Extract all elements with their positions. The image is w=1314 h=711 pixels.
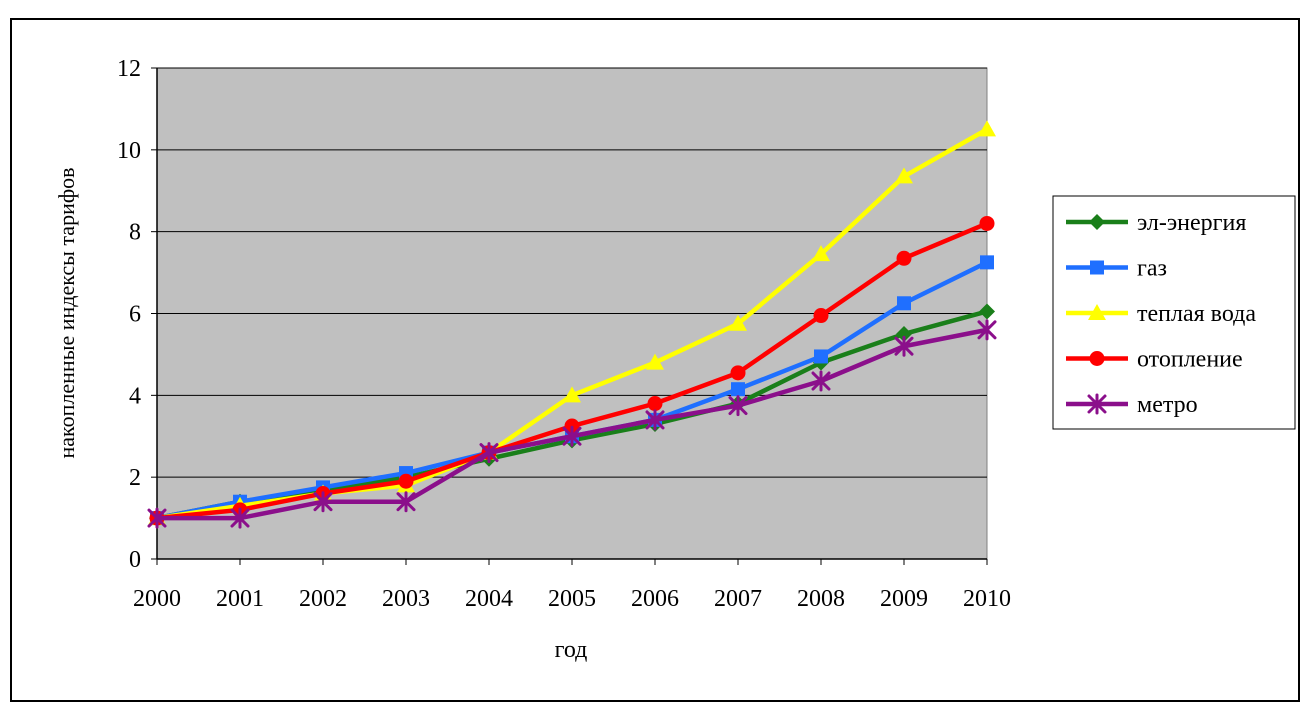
x-tick-label-6: 2006 xyxy=(631,586,679,612)
y-tick-label-2: 4 xyxy=(129,383,141,409)
legend-item-0: эл-энергия xyxy=(1066,210,1246,236)
y-tick-label-5: 10 xyxy=(117,138,141,164)
legend-item-4: метро xyxy=(1066,392,1198,418)
series-3-point-8 xyxy=(813,308,829,324)
series-2-point-10 xyxy=(978,120,996,137)
x-tick-label-9: 2009 xyxy=(880,586,928,612)
series-2-point-9 xyxy=(895,167,913,184)
series-1-point-8 xyxy=(814,349,828,364)
series-4-point-7 xyxy=(728,395,748,417)
y-tick-label-4: 8 xyxy=(129,220,141,246)
y-tick-label-6: 12 xyxy=(117,56,141,82)
legend-label-3: отопление xyxy=(1137,347,1243,373)
series-4 xyxy=(147,319,997,529)
x-tick-label-0: 2000 xyxy=(133,586,181,612)
legend-marker-0 xyxy=(1089,214,1105,230)
series-3-point-6 xyxy=(647,396,663,412)
y-tick-labels: 0 2 4 6 8 10 12 xyxy=(117,56,157,573)
series-4-point-3 xyxy=(396,491,416,513)
series-1-point-7 xyxy=(731,382,745,397)
series-3-point-7 xyxy=(730,365,746,381)
x-tick-label-5: 2005 xyxy=(548,586,596,612)
series-4-point-9 xyxy=(894,335,914,357)
series-layer xyxy=(147,120,997,529)
series-3-point-3 xyxy=(398,473,414,489)
series-2-point-8 xyxy=(812,245,830,262)
x-tick-label-2: 2002 xyxy=(299,586,347,612)
series-4-point-5 xyxy=(562,425,582,447)
x-tick-labels: 2000 2001 2002 2003 2004 2005 2006 2007 2008 2009… xyxy=(133,559,1011,612)
series-4-point-2 xyxy=(313,491,333,513)
series-4-point-4 xyxy=(479,442,499,464)
series-4-point-10 xyxy=(977,319,997,341)
x-tick-label-8: 2008 xyxy=(797,586,845,612)
x-tick-label-1: 2001 xyxy=(216,586,264,612)
series-2-point-5 xyxy=(563,386,581,403)
legend-item-3: отопление xyxy=(1066,347,1243,373)
y-tick-label-3: 6 xyxy=(129,302,141,328)
legend-label-0: эл-энергия xyxy=(1137,210,1246,236)
legend-marker-4 xyxy=(1087,393,1107,415)
series-0-point-9 xyxy=(896,325,912,342)
legend-marker-3 xyxy=(1089,351,1105,366)
series-2-point-7 xyxy=(729,314,747,331)
series-1-point-10 xyxy=(980,255,994,270)
x-axis-label: год xyxy=(555,637,588,663)
series-4-point-0 xyxy=(147,507,167,529)
legend-label-2: теплая вода xyxy=(1137,301,1256,327)
legend-marker-2 xyxy=(1088,304,1106,320)
series-0-point-10 xyxy=(979,303,995,320)
x-tick-label-7: 2007 xyxy=(714,586,762,612)
legend-item-2: теплая вода xyxy=(1066,301,1256,327)
legend-label-4: метро xyxy=(1137,392,1198,418)
y-tick-label-1: 2 xyxy=(129,465,141,491)
series-2-point-6 xyxy=(646,353,664,370)
y-axis-label: накопленные индексы тарифов xyxy=(54,168,79,459)
series-1-point-9 xyxy=(897,296,911,311)
x-tick-label-3: 2003 xyxy=(382,586,430,612)
legend: эл-энергия газ теплая вода отопление метро xyxy=(1052,195,1296,430)
series-3-point-9 xyxy=(896,250,912,266)
legend-item-1: газ xyxy=(1066,256,1167,282)
x-tick-label-10: 2010 xyxy=(963,586,1011,612)
series-3-point-10 xyxy=(979,215,995,231)
series-4-point-8 xyxy=(811,370,831,392)
series-4-point-6 xyxy=(645,409,665,431)
legend-label-1: газ xyxy=(1137,256,1167,282)
series-4-point-1 xyxy=(230,507,250,529)
x-tick-label-4: 2004 xyxy=(465,586,513,612)
y-tick-label-0: 0 xyxy=(129,547,141,573)
legend-marker-1 xyxy=(1090,260,1104,275)
